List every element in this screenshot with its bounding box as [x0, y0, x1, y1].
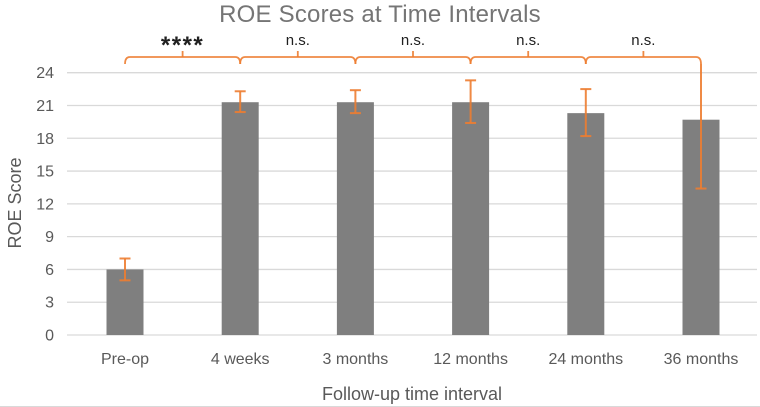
x-category-label: Pre-op — [101, 351, 149, 368]
bar — [221, 102, 259, 336]
y-tick-label: 0 — [45, 328, 54, 345]
y-tick-label: 24 — [36, 65, 54, 82]
y-tick-label: 6 — [45, 262, 54, 279]
x-category-label: 3 months — [322, 351, 388, 368]
y-tick-label: 3 — [45, 295, 54, 312]
y-tick-label: 18 — [36, 131, 54, 148]
x-category-label: 4 weeks — [211, 351, 270, 368]
y-tick-label: 9 — [45, 229, 54, 246]
significance-bracket — [584, 56, 702, 65]
significance-label: **** — [161, 32, 204, 59]
significance-label: n.s. — [401, 32, 425, 49]
x-category-label: 12 months — [433, 351, 508, 368]
significance-bracket — [469, 56, 587, 65]
x-category-label: 24 months — [548, 351, 623, 368]
bar — [336, 102, 374, 336]
significance-label: n.s. — [516, 32, 540, 49]
y-tick-label: 21 — [36, 98, 54, 115]
chart-title: ROE Scores at Time Intervals — [219, 1, 541, 28]
significance-label: n.s. — [286, 32, 310, 49]
significance-bracket — [239, 56, 357, 65]
y-tick-label: 15 — [36, 164, 54, 181]
significance-bracket — [354, 56, 472, 65]
x-axis-title: Follow-up time interval — [321, 384, 503, 404]
significance-label: n.s. — [631, 32, 655, 49]
bar — [452, 102, 490, 336]
bar — [567, 113, 605, 336]
y-tick-label: 12 — [36, 196, 54, 213]
x-category-label: 36 months — [664, 351, 739, 368]
